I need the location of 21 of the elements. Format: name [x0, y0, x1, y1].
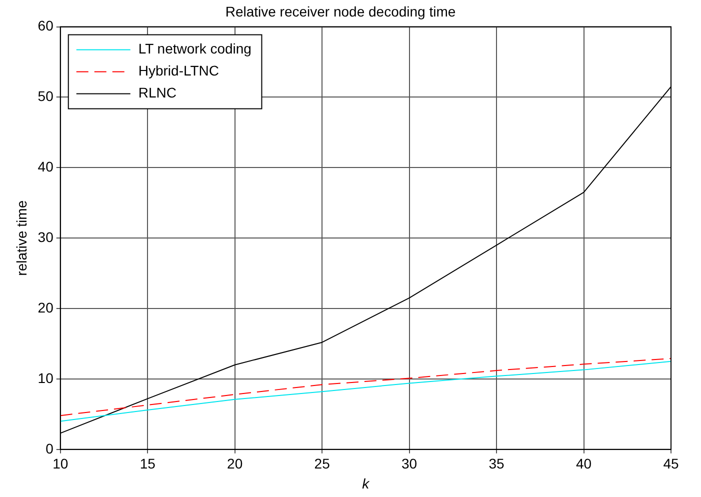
y-tick-label: 50 [38, 88, 54, 104]
legend-label: Hybrid-LTNC [138, 62, 220, 79]
y-tick-label: 40 [38, 158, 54, 175]
x-tick-label: 15 [140, 456, 156, 472]
x-tick-label: 40 [576, 456, 592, 472]
legend-label: RLNC [138, 84, 176, 101]
y-tick-label: 30 [38, 228, 54, 245]
y-tick-label: 10 [38, 370, 54, 386]
y-tick-label: 20 [38, 299, 54, 316]
x-tick-label: 25 [314, 456, 330, 472]
x-tick-label: 45 [663, 456, 679, 472]
y-axis-title: relative time [13, 200, 30, 276]
x-axis-title: k [362, 475, 370, 492]
chart-title: Relative receiver node decoding time [225, 3, 456, 20]
legend-label: LT network coding [138, 40, 252, 57]
y-tick-label: 60 [38, 18, 54, 34]
x-tick-label: 10 [52, 456, 68, 472]
x-tick-label: 30 [402, 456, 418, 472]
x-tick-label: 20 [227, 456, 243, 472]
x-tick-label: 35 [488, 456, 505, 472]
y-tick-label: 0 [46, 440, 54, 456]
